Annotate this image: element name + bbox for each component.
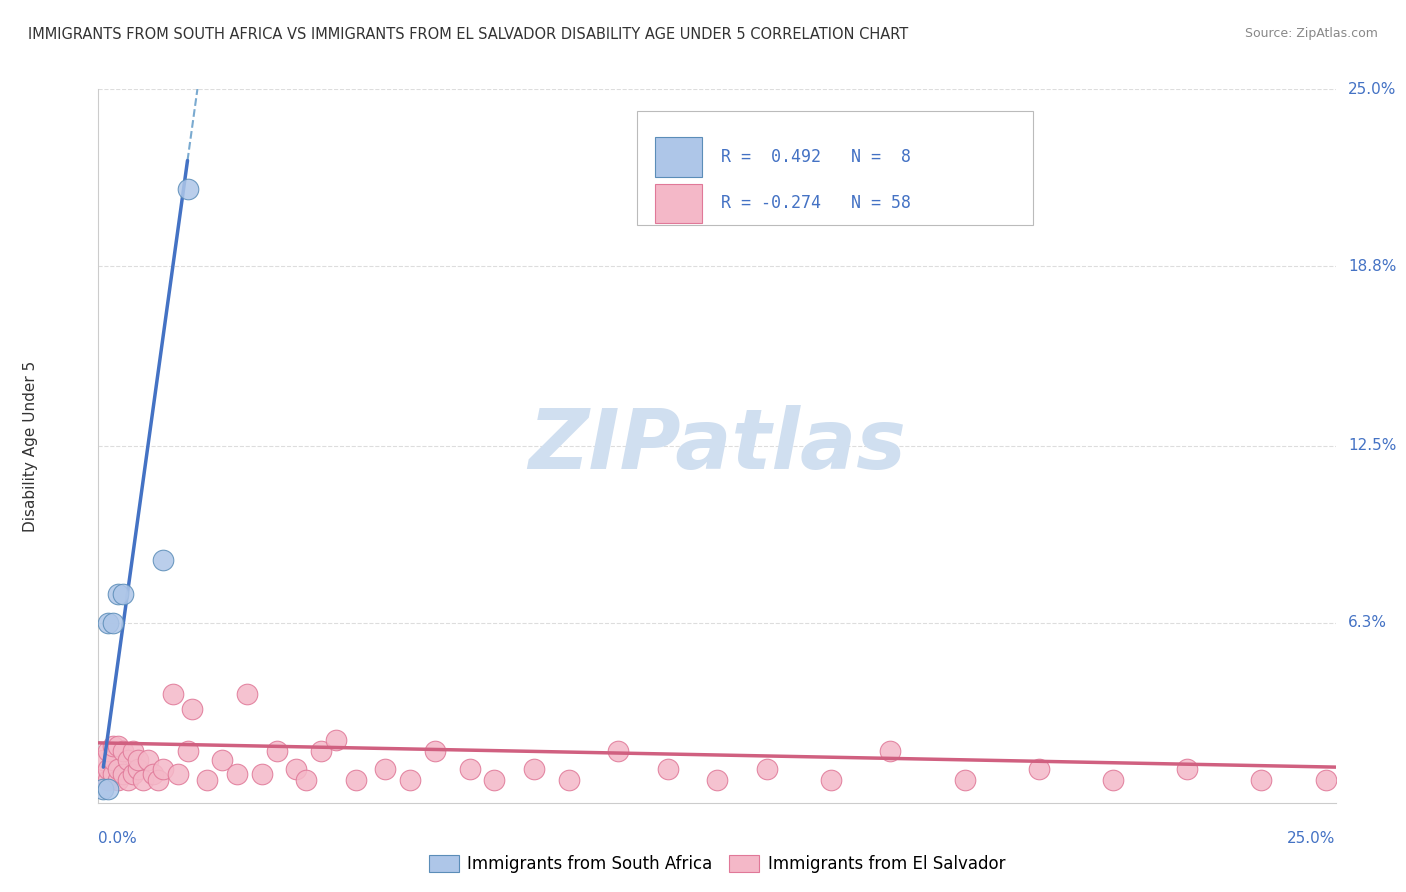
FancyBboxPatch shape [637, 111, 1032, 225]
Point [1250, 772, 1272, 787]
Legend: Immigrants from South Africa, Immigrants from El Salvador: Immigrants from South Africa, Immigrants… [422, 848, 1012, 880]
Point [127, 753, 149, 767]
Point [152, 762, 174, 776]
Point [93, 781, 115, 796]
Point [97, 772, 120, 787]
Point [309, 744, 332, 758]
Point [755, 762, 778, 776]
Point [195, 772, 218, 787]
Point [820, 772, 842, 787]
Point [1102, 772, 1125, 787]
Point [107, 587, 129, 601]
Point [162, 687, 184, 701]
Point [127, 762, 149, 776]
Point [325, 733, 347, 747]
Point [93, 767, 115, 781]
Point [1028, 762, 1050, 776]
Point [117, 753, 139, 767]
Point [226, 767, 249, 781]
Point [97, 781, 120, 796]
Point [1315, 772, 1337, 787]
Point [142, 767, 165, 781]
Point [557, 772, 579, 787]
Point [423, 744, 446, 758]
Bar [655, 137, 702, 177]
Point [152, 553, 174, 567]
Point [266, 744, 288, 758]
Point [295, 772, 318, 787]
Point [523, 762, 546, 776]
Point [484, 772, 506, 787]
Point [344, 772, 367, 787]
Point [117, 772, 139, 787]
Point [107, 739, 129, 753]
Text: 18.8%: 18.8% [1348, 259, 1396, 274]
Point [458, 762, 481, 776]
Text: 12.5%: 12.5% [1348, 439, 1396, 453]
Point [103, 753, 125, 767]
Point [112, 744, 135, 758]
Point [285, 762, 308, 776]
Point [176, 182, 198, 196]
Point [103, 739, 125, 753]
Point [879, 744, 901, 758]
Text: 25.0%: 25.0% [1348, 82, 1396, 96]
Point [607, 744, 630, 758]
Point [112, 587, 135, 601]
Point [107, 762, 129, 776]
Point [107, 772, 129, 787]
Text: Disability Age Under 5: Disability Age Under 5 [22, 360, 38, 532]
Point [1175, 762, 1198, 776]
Point [122, 744, 145, 758]
Text: ZIPatlas: ZIPatlas [529, 406, 905, 486]
Point [93, 753, 115, 767]
Point [374, 762, 396, 776]
Point [103, 767, 125, 781]
Point [112, 767, 135, 781]
Point [122, 767, 145, 781]
Point [136, 753, 159, 767]
Point [97, 615, 120, 630]
Point [132, 772, 155, 787]
Text: 6.3%: 6.3% [1348, 615, 1388, 631]
Text: Source: ZipAtlas.com: Source: ZipAtlas.com [1244, 27, 1378, 40]
Point [97, 762, 120, 776]
Point [146, 772, 169, 787]
Point [706, 772, 728, 787]
Point [211, 753, 233, 767]
Point [97, 744, 120, 758]
Point [657, 762, 679, 776]
Point [953, 772, 976, 787]
Point [236, 687, 259, 701]
Point [176, 744, 198, 758]
Point [103, 615, 125, 630]
Text: IMMIGRANTS FROM SOUTH AFRICA VS IMMIGRANTS FROM EL SALVADOR DISABILITY AGE UNDER: IMMIGRANTS FROM SOUTH AFRICA VS IMMIGRAN… [28, 27, 908, 42]
Point [399, 772, 422, 787]
Point [250, 767, 273, 781]
Text: R = -0.274   N = 58: R = -0.274 N = 58 [721, 194, 911, 212]
Text: 25.0%: 25.0% [1288, 831, 1336, 847]
Point [181, 701, 204, 715]
Text: 0.0%: 0.0% [98, 831, 138, 847]
Text: R =  0.492   N =  8: R = 0.492 N = 8 [721, 148, 911, 166]
Point [166, 767, 188, 781]
Bar [655, 184, 702, 223]
